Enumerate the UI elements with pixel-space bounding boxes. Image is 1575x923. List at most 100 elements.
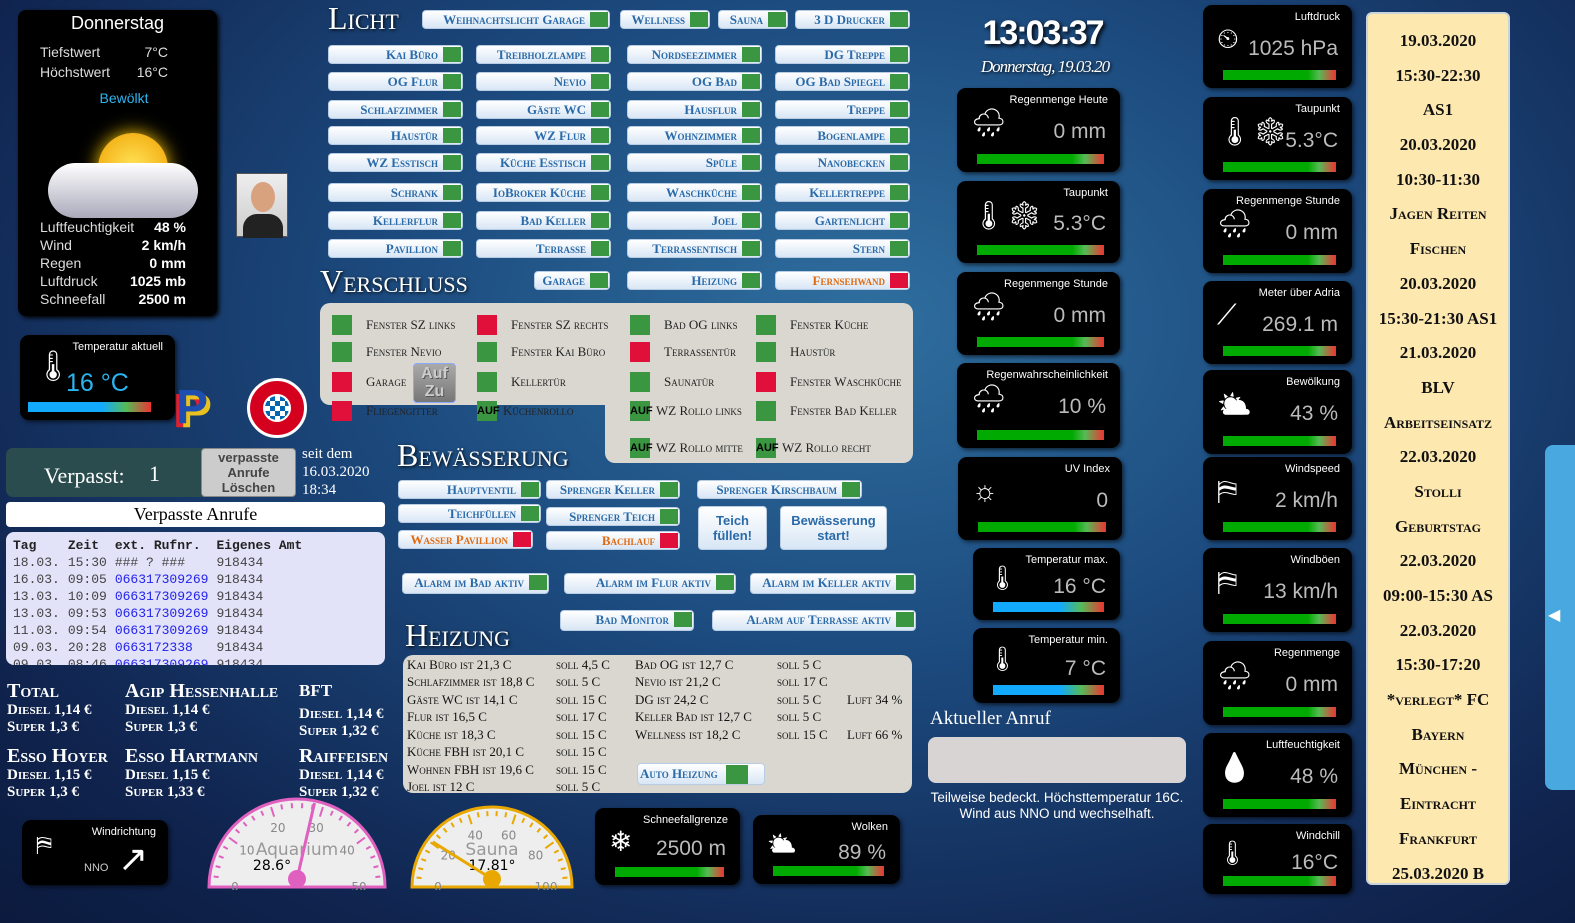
tile-meter-u-ber-adria: Meter über Adria ⟋ 269.1 m <box>1203 281 1352 364</box>
phone-number[interactable]: ### ? ### <box>114 555 186 570</box>
phone-number[interactable]: 066317309269 <box>114 623 209 638</box>
light-spu-le-button[interactable]: Spüle <box>627 153 762 172</box>
light-joel-button[interactable]: Joel <box>627 211 762 230</box>
phone-number[interactable]: 066317309269 <box>114 657 209 665</box>
light-bad-keller-button[interactable]: Bad Keller <box>476 211 611 230</box>
verschluss-fernsehwand-button[interactable]: Fernsehwand <box>775 271 910 290</box>
super-price: Super 1,3 € <box>125 719 198 735</box>
gauge-tick <box>458 817 463 824</box>
missed-calls-list[interactable]: Tag Zeit ext. Rufnr. Eigenes Amt 18.03. 15:30… <box>6 532 385 665</box>
arrow-northeast-icon: ↗ <box>118 838 149 879</box>
heizung-soll: soll 15 C <box>556 692 607 707</box>
clear-missed-calls-button[interactable]: verpasste Anrufe Löschen <box>201 448 296 497</box>
bewaesserung-start-button[interactable]: Bewässerung start! <box>780 506 887 550</box>
light-terrasse-button[interactable]: Terrasse <box>476 239 611 258</box>
call-cell: 16.03. <box>13 572 60 587</box>
bewaesserung-bachlauf-button[interactable]: Bachlauf <box>546 531 680 550</box>
light-og-bad-spiegel-button[interactable]: OG Bad Spiegel <box>775 72 910 91</box>
temperature-now-value: 16 °C <box>66 369 129 397</box>
table-row[interactable]: 18.03. 15:30 ### ? ### 918434 <box>13 554 310 571</box>
light-pavillion-button[interactable]: Pavillion <box>328 239 463 258</box>
bewaesserung-sprenger-kirschbaum-button[interactable]: Sprenger Kirschbaum <box>697 480 862 499</box>
light-iobroker-ku-che-button[interactable]: IoBroker Küche <box>476 183 611 202</box>
gauge-tick <box>228 836 238 845</box>
light-waschku-che-button[interactable]: Waschküche <box>627 183 762 202</box>
bewaesserung-wasser-pavillion-button[interactable]: Wasser Pavillion <box>398 530 533 549</box>
light-sauna-button[interactable]: Sauna <box>718 10 788 29</box>
auto-heizung-button[interactable]: Auto Heizung <box>637 763 765 785</box>
light-gartenlicht-button[interactable]: Gartenlicht <box>775 211 910 230</box>
tile-title: Taupunkt <box>1063 187 1108 199</box>
status-indicator <box>590 273 608 288</box>
alarm-alarm-auf-terrasse-aktiv-button[interactable]: Alarm auf Terrasse aktiv <box>712 610 916 631</box>
item-label: WZ Rollo recht <box>782 440 871 455</box>
light-3-d-drucker-button[interactable]: 3 D Drucker <box>795 10 910 29</box>
tile-title: Luftfeuchtigkeit <box>1266 739 1340 751</box>
light-treibholzlampe-button[interactable]: Treibholzlampe <box>476 45 611 64</box>
phone-number[interactable]: 066317309269 <box>114 606 209 621</box>
verschluss-garage-button[interactable]: Garage <box>534 271 610 290</box>
phone-number[interactable]: 0663172338 <box>114 640 193 655</box>
light-hausflur-button[interactable]: Hausflur <box>627 100 762 119</box>
bewaesserung-sprenger-keller-button[interactable]: Sprenger Keller <box>546 480 680 499</box>
alarm-alarm-im-keller-aktiv-button[interactable]: Alarm im Keller aktiv <box>750 573 916 594</box>
light-nordseezimmer-button[interactable]: Nordseezimmer <box>627 45 762 64</box>
light-stern-button[interactable]: Stern <box>775 239 910 258</box>
light-ku-che-esstisch-button[interactable]: Küche Esstisch <box>476 153 611 172</box>
light-bogenlampe-button[interactable]: Bogenlampe <box>775 126 910 145</box>
table-row[interactable]: 09.03. 08:46 066317309269 918434 <box>13 656 310 665</box>
light-ga-ste-wc-button[interactable]: Gäste WC <box>476 100 611 119</box>
calendar-line: Jagen Reiten <box>1389 204 1487 224</box>
light-haustu-r-button[interactable]: Haustür <box>328 126 463 145</box>
verschluss-heizung-button[interactable]: Heizung <box>627 271 762 290</box>
light-schrank-button[interactable]: Schrank <box>328 183 463 202</box>
auf-zu-button[interactable]: Auf Zu <box>413 363 456 403</box>
alarm-alarm-im-bad-aktiv-button[interactable]: Alarm im Bad aktiv <box>402 573 549 594</box>
light-treppe-button[interactable]: Treppe <box>775 100 910 119</box>
table-row[interactable]: 09.03. 20:28 0663172338 918434 <box>13 639 310 656</box>
light-kellerflur-button[interactable]: Kellerflur <box>328 211 463 230</box>
light-schlafzimmer-button[interactable]: Schlafzimmer <box>328 100 463 119</box>
bewaesserung-sprenger-teich-button[interactable]: Sprenger Teich <box>546 507 680 526</box>
light-wellness-button[interactable]: Wellness <box>620 10 710 29</box>
light-nevio-button[interactable]: Nevio <box>476 72 611 91</box>
light-dg-treppe-button[interactable]: DG Treppe <box>775 45 910 64</box>
heizung-soll: soll 15 C <box>556 762 607 777</box>
table-row[interactable]: 11.03. 09:54 066317309269 918434 <box>13 622 310 639</box>
call-cell: 15:30 <box>67 555 107 570</box>
light-terrassentisch-button[interactable]: Terrassentisch <box>627 239 762 258</box>
phone-number[interactable]: 066317309269 <box>114 589 209 604</box>
humidity-icon: 💧 <box>1217 752 1252 784</box>
weather-row: Regen 0 mm <box>40 254 186 272</box>
tile-title: Schneefallgrenze <box>642 814 728 826</box>
light-nanobecken-button[interactable]: Nanobecken <box>775 153 910 172</box>
phone-number[interactable]: 066317309269 <box>114 572 209 587</box>
bewaesserung-hauptventil-button[interactable]: Hauptventil <box>398 480 541 499</box>
alarm-bad-monitor-button[interactable]: Bad Monitor <box>560 610 694 631</box>
light-wz-esstisch-button[interactable]: WZ Esstisch <box>328 153 463 172</box>
call-cell: 918434 <box>216 606 264 621</box>
calendar-line: 21.03.2020 <box>1399 343 1477 363</box>
gauge-tick <box>280 804 284 810</box>
teich-fuellen-button[interactable]: Teich füllen! <box>698 506 767 550</box>
bewaesserung-teichfu-llen-button[interactable]: Teichfüllen <box>398 504 541 523</box>
light-kai-bu-ro-button[interactable]: Kai Büro <box>328 45 463 64</box>
side-panel-toggle[interactable]: ◀ <box>1545 445 1575 790</box>
item-label: Fenster Nevio <box>366 344 442 359</box>
person-photo <box>236 173 288 238</box>
light-wz-flur-button[interactable]: WZ Flur <box>476 126 611 145</box>
heizung-ist: Wellness ist 18,2 C <box>635 727 741 742</box>
light-weihnachtslicht-garage-button[interactable]: Weihnachtslicht Garage <box>422 10 610 29</box>
light-kellertreppe-button[interactable]: Kellertreppe <box>775 183 910 202</box>
heizung-ist: Kai Büro ist 21,3 C <box>407 657 512 672</box>
table-row[interactable]: 16.03. 09:05 066317309269 918434 <box>13 571 310 588</box>
light-wohnzimmer-button[interactable]: Wohnzimmer <box>627 126 762 145</box>
light-og-flur-button[interactable]: OG Flur <box>328 72 463 91</box>
open-indicator <box>332 372 352 392</box>
call-cell: 08:46 <box>67 657 107 665</box>
alarm-alarm-im-flur-aktiv-button[interactable]: Alarm im Flur aktiv <box>564 573 736 594</box>
table-row[interactable]: 13.03. 09:53 066317309269 918434 <box>13 605 310 622</box>
light-og-bad-button[interactable]: OG Bad <box>627 72 762 91</box>
tile-title: Taupunkt <box>1295 103 1340 115</box>
table-row[interactable]: 13.03. 10:09 066317309269 918434 <box>13 588 310 605</box>
